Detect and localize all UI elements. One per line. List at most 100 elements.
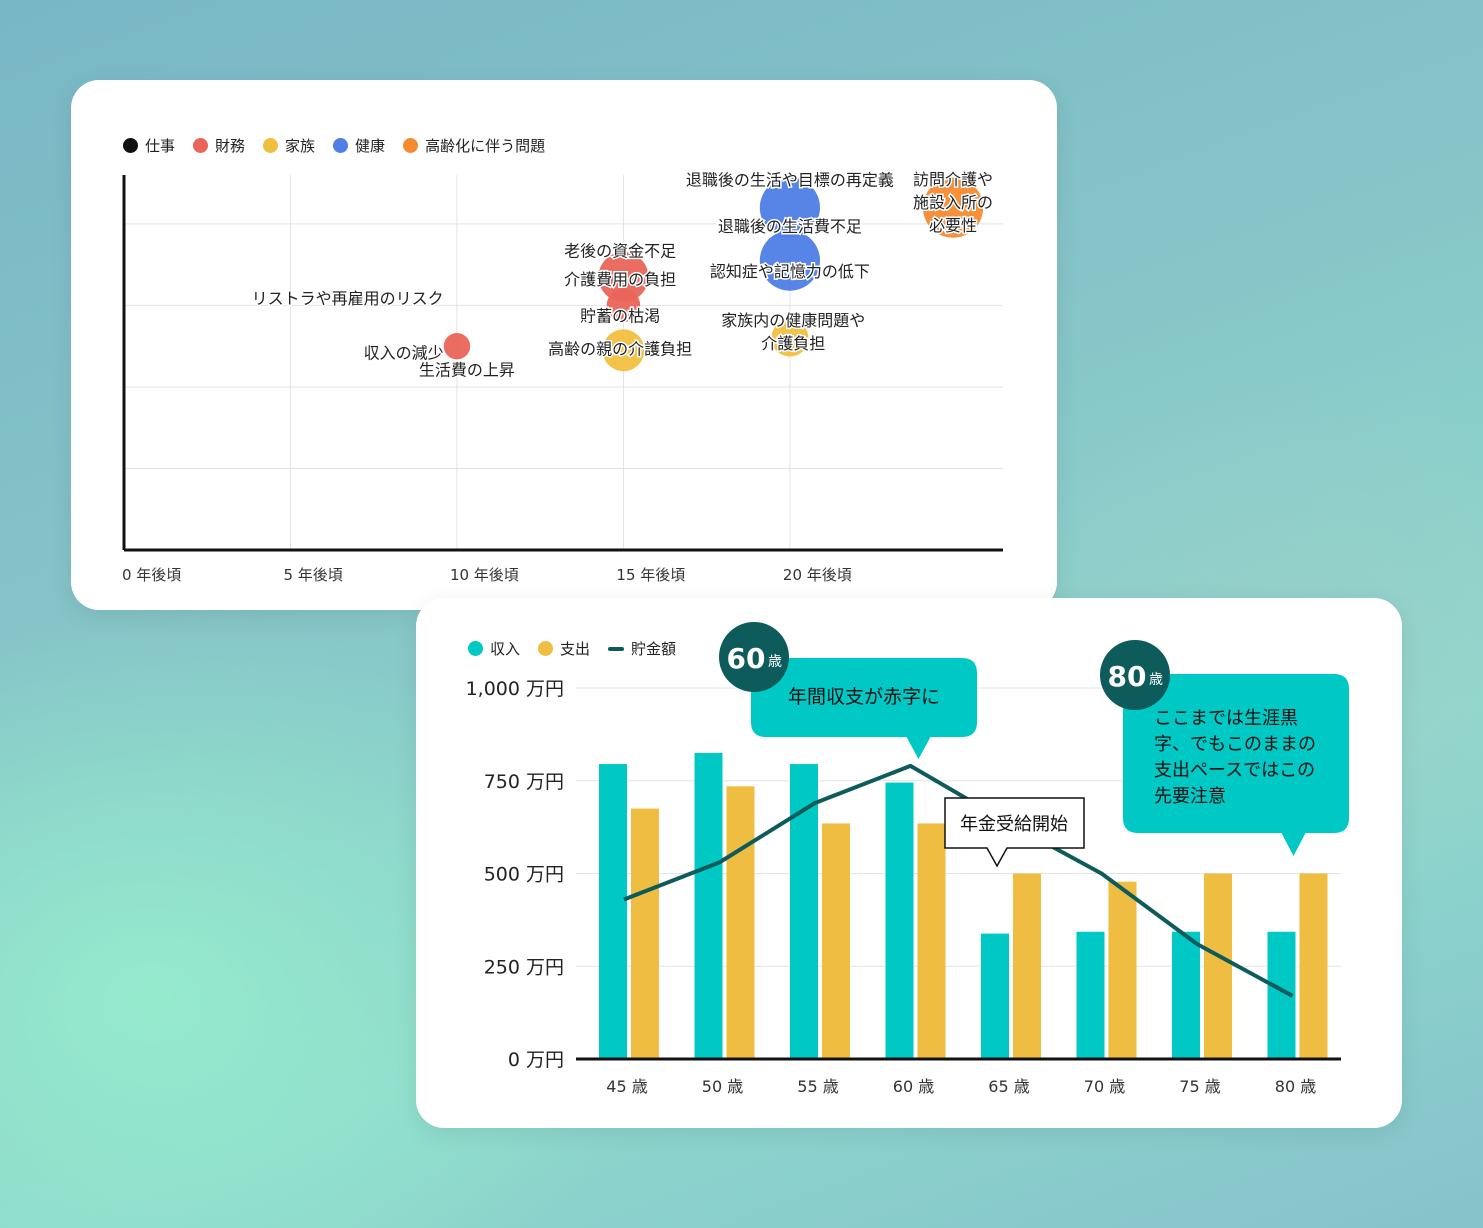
bubble-zaimu	[598, 251, 649, 302]
cashflow-legend-item: 支出	[538, 638, 590, 659]
bar-expense	[631, 808, 659, 1059]
bubble-kazoku	[602, 329, 645, 372]
bubble-annotation: リストラや再雇用のリスク	[252, 289, 444, 308]
legend-swatch	[123, 138, 138, 153]
y-tick-label: 500 万円	[484, 864, 564, 886]
bubble-chart-card: 仕事 財務 家族 健康 高齢化に伴う問題 0 年後頃 5 年後頃 10 年後頃 15 年後頃 2…	[71, 80, 1057, 610]
y-tick-label: 0 万円	[508, 1049, 564, 1071]
bubble-annotation: 退職後の生活費不足	[718, 217, 862, 236]
age-badge-80	[1100, 640, 1170, 710]
x-tick-label: 20 年後頃	[783, 566, 852, 584]
note-box	[944, 797, 1085, 868]
bubble-zaimu	[606, 288, 641, 323]
note-text: 年金受給開始	[960, 814, 1068, 835]
bubble-chart-legend: 仕事 財務 家族 健康 高齢化に伴う問題	[123, 135, 563, 156]
x-tick-label: 50 歳	[702, 1077, 743, 1096]
legend-swatch	[468, 641, 483, 656]
legend-label: 家族	[285, 137, 316, 155]
bubble-annotation: 退職後の生活や目標の再定義	[686, 171, 894, 190]
legend-swatch	[333, 138, 349, 153]
bubble-annotation: 貯蓄の枯渇	[580, 307, 660, 326]
cashflow-chart-card: 収入 支出 貯金額 0 万円 250 万円 500 万円 750 万円 1,000 万円 45…	[416, 598, 1402, 1128]
legend-label: 収入	[490, 640, 521, 658]
legend-label: 高齢化に伴う問題	[425, 137, 546, 155]
bubble-annotation: 訪問介護や	[913, 170, 993, 189]
legend-label: 財務	[215, 137, 246, 155]
age-badge-suffix: 歳	[768, 654, 782, 670]
cashflow-chart: 0 万円 250 万円 500 万円 750 万円 1,000 万円 45 歳 50 歳 55…	[466, 622, 1349, 1096]
bubble-annotation: 介護負担	[761, 334, 825, 353]
bubble-kenko	[759, 177, 821, 238]
bar-expense	[1108, 881, 1137, 1059]
bubble-annotation: 収入の減少	[364, 343, 444, 362]
age-badge-60	[719, 622, 789, 692]
bar-income	[981, 933, 1009, 1059]
x-tick-label: 60 歳	[893, 1077, 934, 1096]
legend-label: 貯金額	[631, 640, 677, 658]
x-tick-label: 15 年後頃	[616, 566, 685, 584]
legend-label: 仕事	[145, 137, 176, 155]
bar-expense	[822, 823, 850, 1059]
bubble-kenko	[759, 230, 821, 291]
bubble-annotation: 家族内の健康問題や	[721, 311, 865, 330]
bar-expense	[726, 786, 755, 1059]
legend-swatch	[538, 641, 554, 656]
y-tick-label: 250 万円	[484, 956, 564, 978]
bar-income	[1172, 931, 1200, 1059]
x-tick-label: 65 歳	[988, 1077, 1029, 1096]
bubble-annotation: 高齢の親の介護負担	[548, 339, 692, 358]
legend-swatch	[193, 138, 209, 153]
x-tick-label: 5 年後頃	[283, 566, 342, 584]
y-tick-label: 750 万円	[484, 771, 564, 793]
cashflow-chart-legend: 収入 支出 貯金額	[468, 638, 694, 659]
bubble-annotation: 施設入所の	[913, 193, 993, 212]
x-tick-label: 0 年後頃	[122, 566, 181, 584]
callout-text-80: 字、でもこのままの	[1154, 734, 1316, 755]
cashflow-legend-item: 貯金額	[608, 638, 676, 659]
bubble-chart: 0 年後頃 5 年後頃 10 年後頃 15 年後頃 20 年後頃 リストラや再雇用のリスク…	[122, 168, 1003, 584]
legend-swatch	[608, 646, 625, 651]
age-badge-suffix: 歳	[1149, 672, 1163, 688]
callout-text-60: 年間収支が赤字に	[788, 686, 940, 708]
x-tick-label: 10 年後頃	[450, 566, 519, 584]
savings-line	[623, 763, 1294, 998]
x-tick-label: 70 歳	[1084, 1077, 1125, 1096]
bar-expense	[1013, 873, 1041, 1059]
bubble-annotation: 必要性	[929, 216, 977, 235]
bar-expense	[917, 823, 946, 1059]
age-badge-number: 60	[727, 642, 766, 675]
cashflow-legend-item: 収入	[468, 638, 520, 659]
x-tick-label: 80 歳	[1275, 1077, 1316, 1096]
bubble-annotation: 認知症や記憶力の低下	[710, 262, 870, 281]
bubble-legend-item: 健康	[333, 135, 385, 156]
bubble-legend-item: 家族	[263, 135, 315, 156]
callout-box-60	[751, 658, 977, 759]
bar-expense	[1204, 873, 1232, 1059]
legend-swatch	[263, 138, 279, 153]
bubble-legend-item: 高齢化に伴う問題	[403, 135, 545, 156]
bar-income	[790, 764, 818, 1059]
bubble-legend-item: 仕事	[123, 135, 175, 156]
y-tick-label: 1,000 万円	[466, 678, 564, 700]
bubble-annotation: 生活費の上昇	[419, 361, 515, 380]
bubble-kazoku	[771, 319, 809, 357]
bar-income	[1076, 931, 1105, 1059]
legend-swatch	[403, 138, 419, 153]
bubble-koreika	[922, 177, 984, 238]
legend-label: 支出	[560, 640, 591, 658]
x-tick-label: 45 歳	[606, 1077, 647, 1096]
bubble-annotation: 老後の資金不足	[564, 242, 676, 261]
x-tick-label: 55 歳	[797, 1077, 838, 1096]
bar-expense	[1299, 873, 1328, 1059]
callout-text-80: 先要注意	[1154, 786, 1226, 807]
bar-income	[599, 764, 627, 1059]
callout-text-80: ここまでは生涯黒	[1154, 708, 1298, 729]
age-badge-number: 80	[1108, 660, 1147, 693]
callout-text-80: 支出ペースではこの	[1154, 760, 1315, 781]
x-tick-label: 75 歳	[1179, 1077, 1220, 1096]
bubble-annotation: 介護費用の負担	[564, 270, 676, 289]
callout-box-80	[1123, 674, 1349, 856]
legend-label: 健康	[355, 137, 386, 155]
bubble-legend-item: 財務	[193, 135, 245, 156]
bubble-zaimu	[443, 332, 471, 360]
